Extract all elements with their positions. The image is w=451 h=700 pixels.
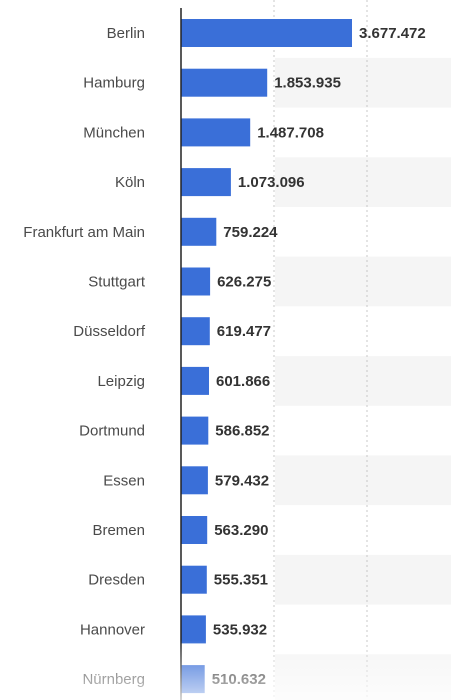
category-label-1: Hamburg (83, 75, 145, 92)
bar-6 (181, 317, 210, 346)
row-band-13 (275, 654, 451, 700)
category-label-5: Stuttgart (88, 274, 146, 291)
row-band-11 (275, 554, 451, 605)
category-label-12: Hannover (80, 621, 145, 638)
bar-12 (181, 615, 206, 644)
value-label-1: 1.853.935 (274, 75, 341, 92)
value-label-6: 619.477 (217, 323, 271, 340)
category-label-10: Bremen (92, 522, 145, 539)
category-label-7: Leipzig (97, 373, 145, 390)
category-label-2: München (83, 124, 145, 141)
bar-8 (181, 416, 209, 445)
value-label-13: 510.632 (212, 671, 266, 688)
bar-4 (181, 217, 217, 246)
category-label-11: Dresden (88, 572, 145, 589)
value-label-10: 563.290 (214, 522, 268, 539)
value-label-8: 586.852 (215, 423, 269, 440)
bar-5 (181, 267, 211, 296)
bar-1 (181, 68, 268, 97)
category-label-0: Berlin (107, 25, 145, 42)
row-band-5 (275, 256, 451, 307)
bar-9 (181, 466, 208, 495)
bar-3 (181, 168, 231, 197)
value-label-4: 759.224 (223, 224, 278, 241)
category-label-6: Düsseldorf (73, 323, 146, 340)
bar-7 (181, 366, 209, 395)
bar-13 (181, 665, 205, 694)
row-band-7 (275, 356, 451, 406)
value-label-11: 555.351 (214, 572, 268, 589)
row-backgrounds (275, 57, 451, 700)
bar-11 (181, 565, 207, 594)
category-label-3: Köln (115, 174, 145, 191)
category-label-4: Frankfurt am Main (23, 224, 145, 241)
row-band-1 (275, 57, 451, 108)
bar-10 (181, 516, 208, 544)
value-label-7: 601.866 (216, 373, 270, 390)
value-label-0: 3.677.472 (359, 25, 426, 42)
gridlines (273, 0, 368, 700)
bar-2 (181, 118, 251, 147)
bar-0 (181, 19, 352, 47)
value-label-9: 579.432 (215, 472, 269, 489)
value-label-5: 626.275 (217, 274, 271, 291)
value-labels: 3.677.472 1.853.935 1.487.708 1.073.096 759.… (212, 25, 426, 688)
category-label-8: Dortmund (79, 423, 145, 440)
row-band-9 (275, 455, 451, 506)
value-label-3: 1.073.096 (238, 174, 305, 191)
value-label-2: 1.487.708 (257, 124, 324, 141)
category-label-13: Nürnberg (82, 671, 145, 688)
category-label-9: Essen (103, 472, 145, 489)
row-band-3 (275, 157, 451, 207)
category-labels: Berlin Hamburg München Köln Frankfurt am Mai… (23, 25, 146, 688)
value-label-12: 535.932 (213, 621, 267, 638)
